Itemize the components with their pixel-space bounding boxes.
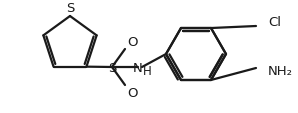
Text: O: O <box>127 86 137 99</box>
Text: Cl: Cl <box>268 15 281 28</box>
Text: NH₂: NH₂ <box>268 65 293 78</box>
Text: N: N <box>133 62 143 75</box>
Text: H: H <box>143 65 152 78</box>
Text: O: O <box>127 36 137 49</box>
Text: S: S <box>66 2 74 15</box>
Text: S: S <box>108 62 116 75</box>
